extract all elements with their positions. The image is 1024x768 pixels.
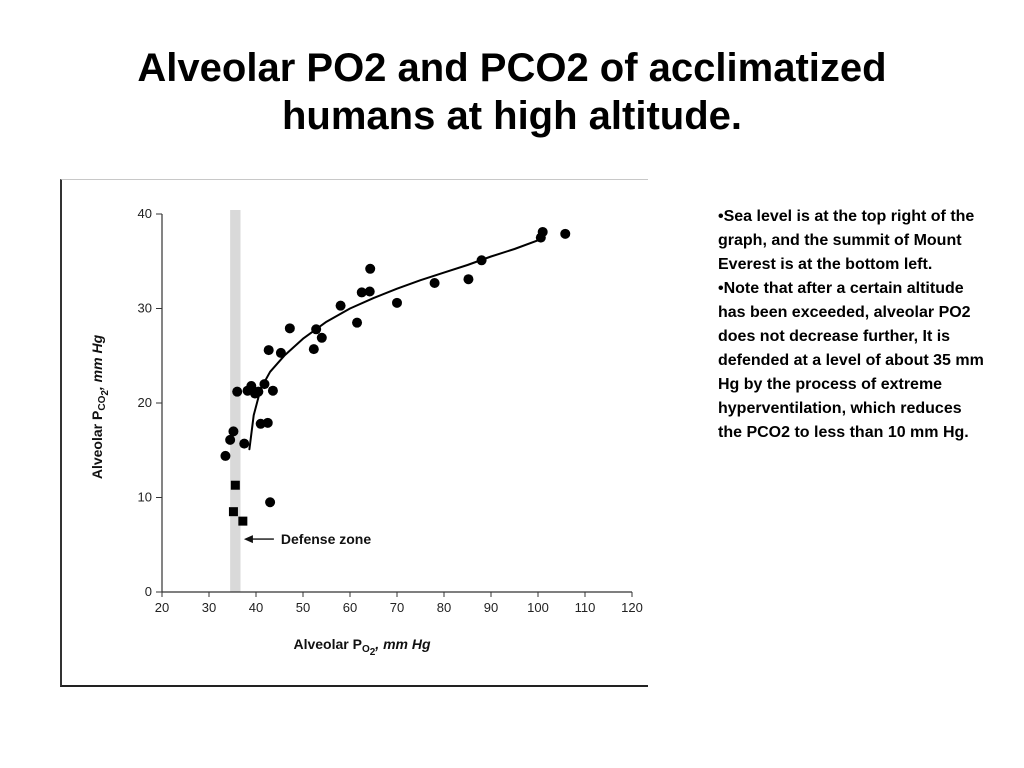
x-tick-label: 50 [296,600,310,615]
data-point [267,385,278,396]
x-tick-label: 80 [437,600,451,615]
slide-title-line-2: humans at high altitude. [281,94,743,138]
x-axis-title-main: Alveolar P [293,636,361,652]
x-axis-title-sub: O [362,644,370,655]
y-tick-label: 40 [138,206,152,221]
note-defended-level: •Note that after a certain altitude has … [718,280,984,441]
data-point [335,300,346,311]
data-point [284,323,295,334]
x-tick-label: 110 [575,600,596,615]
data-point [392,297,402,308]
fit-curve [248,237,544,451]
y-axis-title-main: Alveolar P [89,411,105,479]
data-point [262,417,273,428]
defense-zone-arrowhead [243,535,253,544]
data-point [537,226,548,237]
y-tick-label: 20 [138,395,152,410]
data-point-square [238,516,248,526]
data-point [560,228,571,239]
data-point [352,317,363,328]
data-point [365,263,376,274]
data-point [364,286,375,297]
x-tick-label: 20 [155,600,169,615]
data-point-square [230,480,240,490]
data-point [246,380,257,391]
data-point [228,426,239,437]
scatter-chart: 20 30 40 50 60 70 80 90 100 110 120 0 10 20 30 40 Defen… [89,206,643,658]
y-axis-title-subscript: 2 [100,390,111,396]
y-axis-title: Alveolar PCO2, mm Hg [89,334,111,479]
data-point [259,379,270,390]
data-point [220,450,231,461]
y-axis-title-sub: CO [97,395,108,410]
defense-zone-label: Defense zone [281,531,371,547]
data-point [225,434,236,445]
x-axis-title-subscript: 2 [370,647,376,658]
data-point [253,386,264,397]
data-point [356,287,367,298]
data-point [316,332,327,343]
data-point [239,438,250,449]
notes-panel: •Sea level is at the top right of the gr… [718,205,988,445]
data-point [429,277,440,288]
x-tick-label: 90 [484,600,498,615]
data-point [311,324,322,335]
data-point [476,255,487,266]
x-axis-title-unit: , mm Hg [374,636,431,652]
data-point [265,497,276,508]
chart-figure: 20 30 40 50 60 70 80 90 100 110 120 0 10 20 30 40 Defen… [60,179,648,687]
x-tick-label: 120 [621,600,643,615]
data-point [463,274,474,285]
x-tick-label: 60 [343,600,357,615]
x-tick-label: 70 [390,600,404,615]
data-point [308,344,319,355]
data-point [232,386,243,397]
y-axis-title-unit: , mm Hg [89,334,105,391]
note-sea-level: •Sea level is at the top right of the gr… [718,208,975,273]
x-tick-label: 100 [527,600,549,615]
slide-title: Alveolar PO2 and PCO2 of acclimatized hu… [40,44,984,140]
y-tick-label: 0 [145,584,152,599]
data-point [263,345,274,356]
x-axis-title: Alveolar PO2, mm Hg [293,636,431,658]
y-tick-label: 10 [138,490,152,505]
x-tick-label: 30 [202,600,216,615]
defense-zone-band [230,210,241,592]
x-tick-label: 40 [249,600,263,615]
data-point [275,347,286,358]
y-tick-label: 30 [138,301,152,316]
slide-title-line-1: Alveolar PO2 and PCO2 of acclimatized [137,46,887,90]
data-point-square [228,507,238,517]
